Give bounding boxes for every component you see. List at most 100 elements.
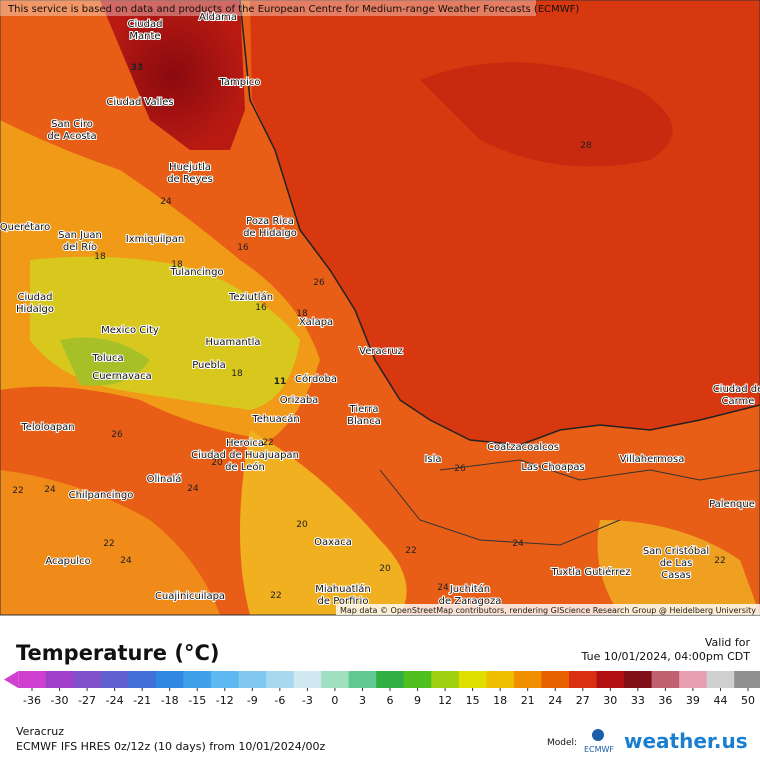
colorbar-segment xyxy=(706,671,735,688)
colorbar-tick-label: 15 xyxy=(466,694,480,707)
city-label: Casas xyxy=(661,570,691,581)
colorbar-segment xyxy=(376,671,405,688)
temperature-label: 26 xyxy=(313,278,325,288)
city-label: Poza Rica xyxy=(246,216,294,227)
colorbar-tick-label: -36 xyxy=(23,694,41,707)
colorbar-tick-label: 39 xyxy=(686,694,700,707)
colorbar-segment xyxy=(238,671,267,688)
city-label: Orizaba xyxy=(280,395,319,406)
colorbar-segment xyxy=(403,671,432,688)
city-label: Tehuacán xyxy=(251,413,299,425)
city-label: de Reyes xyxy=(167,174,213,185)
colorbar-segment xyxy=(431,671,460,688)
colorbar-tick-label: -24 xyxy=(106,694,124,707)
city-label: Mexico City xyxy=(101,325,159,336)
colorbar-segment xyxy=(458,671,487,688)
city-label: Tuxtla Gutiérrez xyxy=(550,566,630,578)
attribution-bg xyxy=(0,0,536,16)
model-run: ECMWF IFS HRES 0z/12z (10 days) from 10/… xyxy=(16,740,326,753)
temperature-label: 24 xyxy=(120,556,132,566)
temperature-label: 24 xyxy=(437,583,449,593)
colorbar-tick-label: 0 xyxy=(331,694,338,707)
temperature-label: 18 xyxy=(231,369,243,379)
city-label: Veracruz xyxy=(359,346,403,357)
city-label: San Ciro xyxy=(51,119,93,130)
city-label: de Hidalgo xyxy=(243,228,297,239)
temperature-label: 20 xyxy=(296,520,308,530)
colorbar-segment xyxy=(541,671,570,688)
city-label: Palenque xyxy=(709,499,755,510)
colorbar-segment xyxy=(211,671,240,688)
colorbar-tick-label: -21 xyxy=(133,694,151,707)
city-label: Ciudad xyxy=(128,19,163,30)
temperature-label: 18 xyxy=(296,309,308,319)
temperature-label: 22 xyxy=(270,591,281,601)
colorbar-tick-label: 12 xyxy=(438,694,452,707)
legend-title: Temperature (°C) xyxy=(16,641,219,665)
temperature-label: 26 xyxy=(454,464,466,474)
colorbar-tick-label: 44 xyxy=(713,694,727,707)
colorbar-tick-label: 18 xyxy=(493,694,507,707)
city-label: Ixmiquilpan xyxy=(126,234,184,245)
city-label: Querétaro xyxy=(0,221,50,233)
colorbar-segment xyxy=(513,671,542,688)
ecmwf-logo xyxy=(592,729,604,741)
colorbar-tick-label: -18 xyxy=(161,694,179,707)
temperature-label: 18 xyxy=(171,260,183,270)
city-label: Ciudad de Huajuapan xyxy=(191,450,299,461)
city-label: Toluca xyxy=(91,353,123,364)
temperature-label: 22 xyxy=(103,539,114,549)
temperature-label: 28 xyxy=(580,141,592,151)
colorbar-tick-label: -30 xyxy=(51,694,69,707)
colorbar-segment xyxy=(651,671,680,688)
colorbar-segment xyxy=(183,671,212,688)
temperature-label: 26 xyxy=(111,430,123,440)
colorbar-tick-label: -27 xyxy=(78,694,96,707)
city-label: San Cristóbal xyxy=(643,545,709,557)
colorbar-tick-label: 6 xyxy=(387,694,394,707)
colorbar-segment xyxy=(679,671,708,688)
city-label: San Juan xyxy=(58,230,102,241)
colorbar-tick-label: 9 xyxy=(414,694,421,707)
temperature-label: 24 xyxy=(44,485,56,495)
colorbar-tick-label: -6 xyxy=(274,694,285,707)
temperature-label: 22 xyxy=(714,556,725,566)
city-label: Huejutla xyxy=(169,162,211,173)
city-label: Chilpancingo xyxy=(69,490,134,501)
temperature-label: 11 xyxy=(274,377,287,387)
city-label: Villahermosa xyxy=(620,454,685,465)
attribution: This service is based on data and produc… xyxy=(7,4,579,15)
colorbar-segment xyxy=(266,671,295,688)
city-label: Huamantla xyxy=(205,337,260,348)
colorbar-segment xyxy=(100,671,129,688)
colorbar-segment xyxy=(596,671,625,688)
city-label: de León xyxy=(225,461,265,473)
region: Veracruz xyxy=(16,725,64,738)
city-label: Tierra xyxy=(349,404,379,415)
temperature-labels: 33 28 24 16 18 18 26 16 18 18 11 20 22 26 22 24 24 26 20 22… xyxy=(12,63,725,601)
city-label: Miahuatlán xyxy=(315,583,371,595)
map-credit-bg xyxy=(336,604,760,615)
model-label: Model: xyxy=(547,738,577,748)
colorbar-tick-label: 3 xyxy=(359,694,366,707)
colorbar-segment xyxy=(18,671,47,688)
city-label: Blanca xyxy=(347,416,381,427)
city-label: Mante xyxy=(129,31,160,42)
city-label: Córdoba xyxy=(295,373,337,385)
city-label: Carme xyxy=(722,396,755,407)
city-label: de Zaragoza xyxy=(439,596,502,607)
colorbar-segment xyxy=(321,671,350,688)
city-label: Heroica xyxy=(226,438,264,449)
colorbar-tick-label: -9 xyxy=(247,694,258,707)
temperature-label: 22 xyxy=(12,486,23,496)
city-label: Coatzacoalcos xyxy=(487,442,559,453)
city-label: Aldama xyxy=(199,12,237,23)
colorbar-segment xyxy=(569,671,598,688)
temperature-label: 24 xyxy=(187,484,199,494)
city-label: Olinalá xyxy=(147,473,182,485)
colorbar-segment xyxy=(45,671,74,688)
colorbar-tick-label: 33 xyxy=(631,694,645,707)
colorbar-segment xyxy=(73,671,102,688)
